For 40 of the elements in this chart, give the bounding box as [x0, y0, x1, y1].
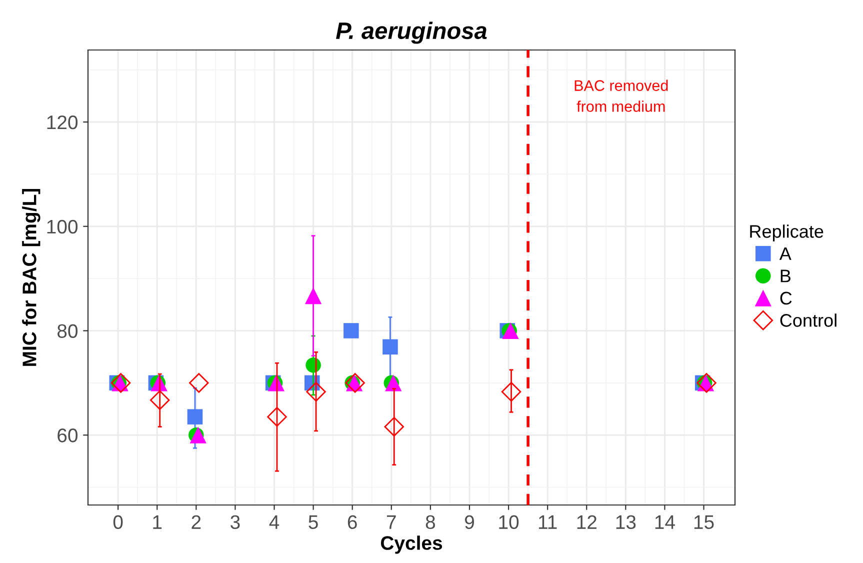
x-tick-label: 6: [348, 515, 357, 530]
point: [150, 390, 170, 410]
point: [306, 358, 321, 373]
x-tick-label: 15: [694, 515, 714, 530]
legend-label: A: [779, 248, 792, 260]
x-tick-label: 0: [113, 515, 123, 530]
point: [344, 323, 359, 338]
x-tick-label: 12: [577, 515, 596, 529]
x-tick-label: 8: [426, 515, 435, 530]
legend-title: Replicate: [750, 224, 824, 242]
point: [501, 382, 522, 402]
x-tick-label: 9: [464, 515, 474, 530]
x-tick-label: 2: [192, 515, 201, 529]
x-tick-label: 1: [153, 515, 162, 529]
x-tick-label: 14: [655, 515, 675, 529]
legend-label: Control: [780, 314, 836, 327]
y-tick-label: 120: [47, 115, 78, 130]
point: [306, 382, 326, 402]
x-tick-label: 13: [616, 515, 636, 530]
y-tick-label: 60: [58, 428, 78, 442]
chart-title: P. aeruginosa: [336, 22, 487, 44]
x-tick-label: 11: [538, 515, 557, 529]
y-tick-label: 80: [57, 324, 78, 338]
y-axis-title: MIC for BAC [mg/L]: [22, 188, 40, 366]
y-tick-label: 100: [47, 220, 78, 234]
point: [267, 406, 287, 427]
x-tick-label: 3: [230, 515, 240, 530]
x-tick-label: 10: [499, 515, 519, 530]
legend-label: C: [780, 292, 792, 305]
x-tick-label: 5: [308, 515, 318, 530]
x-axis-title: Cycles: [380, 536, 442, 554]
legend-label: B: [780, 270, 790, 282]
point: [382, 339, 398, 355]
point: [187, 409, 203, 424]
x-tick-label: 4: [269, 515, 280, 529]
annotation: BAC removed from medium: [574, 80, 668, 112]
point: [384, 416, 404, 437]
point: [189, 373, 209, 393]
point: [304, 287, 322, 304]
x-tick-label: 7: [386, 515, 396, 529]
